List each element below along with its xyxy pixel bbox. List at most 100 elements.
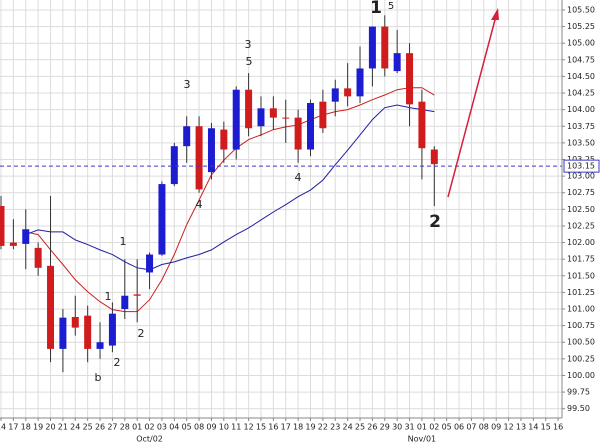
x-tick-label: 19 — [33, 423, 43, 432]
y-tick-label: 100.75 — [567, 321, 595, 330]
x-tick-label: 03 — [157, 423, 167, 432]
wave-label: 4 — [295, 171, 302, 184]
x-tick-label: 05 — [182, 423, 192, 432]
candle-body — [0, 206, 5, 246]
candle-body — [319, 101, 327, 129]
x-tick-label: 07 — [466, 423, 476, 432]
x-tick-label: 12 — [503, 423, 513, 432]
x-tick-label: 02 — [429, 423, 439, 432]
candle-body — [207, 128, 215, 173]
x-tick-label: 26 — [95, 423, 105, 432]
candle-body — [121, 295, 129, 310]
candle-body — [356, 68, 364, 97]
x-tick-label: 12 — [244, 423, 254, 432]
y-tick-label: 104.00 — [567, 105, 595, 114]
x-tick-label: 01 — [132, 423, 142, 432]
y-tick-label: 103.75 — [567, 122, 595, 131]
x-tick-label: 15 — [541, 423, 551, 432]
wave-label: b — [95, 371, 102, 384]
candle-body — [34, 247, 42, 268]
y-tick-label: 101.00 — [567, 305, 595, 314]
candle-body — [232, 89, 240, 150]
candle-body — [170, 146, 178, 185]
y-tick-label: 102.75 — [567, 188, 595, 197]
x-tick-label: 25 — [355, 423, 365, 432]
candle-body — [307, 103, 314, 150]
y-tick-label: 105.50 — [567, 5, 595, 14]
x-tick-label: 19 — [305, 423, 315, 432]
x-tick-label: 13 — [516, 423, 526, 432]
x-tick-label: 20 — [45, 423, 55, 432]
y-tick-label: 103.00 — [567, 172, 595, 181]
x-tick-label: 24 — [70, 423, 80, 432]
x-tick-label: 30 — [392, 423, 402, 432]
wave-label: 3 — [184, 78, 191, 91]
candle-body — [84, 315, 92, 349]
candle-body — [158, 184, 166, 255]
candle-body — [381, 26, 389, 69]
x-tick-label: 23 — [330, 423, 340, 432]
candle-body — [96, 342, 104, 349]
forecast-arrow — [447, 15, 497, 198]
y-tick-label: 101.50 — [567, 271, 595, 280]
x-tick-label: 09 — [491, 423, 501, 432]
candle-body — [406, 53, 414, 105]
y-tick-label: 99.75 — [567, 388, 590, 397]
x-tick-label: 02 — [144, 423, 154, 432]
y-tick-label: 101.25 — [567, 288, 595, 297]
x-tick-label: 17 — [8, 423, 18, 432]
candle-body — [257, 108, 265, 127]
y-tick-label: 103.50 — [567, 138, 595, 147]
candle-body — [269, 108, 277, 118]
x-tick-label: 22 — [318, 423, 328, 432]
wave-label: 4 — [196, 198, 203, 211]
wave-label: 1 — [370, 0, 382, 18]
last-price-box — [563, 159, 600, 173]
wave-label: 2 — [114, 356, 121, 369]
x-tick-label: 05 — [442, 423, 452, 432]
wave-label: 1 — [120, 235, 127, 248]
candle-body — [71, 316, 79, 328]
candle-body — [108, 313, 116, 346]
candle-body — [282, 117, 290, 119]
candle-body — [430, 149, 438, 165]
candle-body — [368, 26, 376, 69]
y-tick-label: 100.50 — [567, 338, 595, 347]
y-tick-label: 105.00 — [567, 39, 595, 48]
wave-label: 5 — [388, 1, 394, 12]
candle-body — [220, 129, 228, 150]
x-tick-label: 11 — [231, 423, 241, 432]
x-tick-label: 17 — [281, 423, 291, 432]
x-tick-label: 08 — [479, 423, 489, 432]
wave-label: 1 — [105, 290, 112, 303]
period-label: Oct/02 — [136, 435, 163, 444]
y-tick-label: 100.00 — [567, 371, 595, 380]
axes: 99.50 99.75 100.00 100.25 100.50 100.75 101.00… — [0, 5, 600, 444]
x-tick-label: 15 — [256, 423, 266, 432]
y-tick-label: 102.25 — [567, 221, 595, 230]
period-label: Nov/01 — [408, 435, 437, 444]
wave-label: 2 — [138, 327, 145, 340]
x-tick-label: 18 — [293, 423, 303, 432]
y-tick-label: 103.25 — [567, 155, 595, 164]
y-tick-label: 104.75 — [567, 55, 595, 64]
candle-body — [344, 88, 352, 97]
x-tick-label: 18 — [21, 423, 31, 432]
grid — [0, 0, 562, 418]
x-tick-label: 31 — [404, 423, 414, 432]
moving-average — [25, 104, 435, 271]
x-tick-label: 29 — [380, 423, 390, 432]
wave-label: 3 — [245, 38, 252, 51]
candle-body — [9, 242, 17, 246]
forecast-arrow-head — [491, 8, 499, 20]
x-tick-label: 08 — [194, 423, 204, 432]
x-tick-label: 14 — [528, 423, 538, 432]
x-tick-label: 06 — [454, 423, 464, 432]
x-tick-label: 25 — [83, 423, 93, 432]
last-price-label: 103.15 — [567, 162, 595, 171]
candle-body — [22, 229, 30, 244]
y-tick-label: 104.25 — [567, 89, 595, 98]
